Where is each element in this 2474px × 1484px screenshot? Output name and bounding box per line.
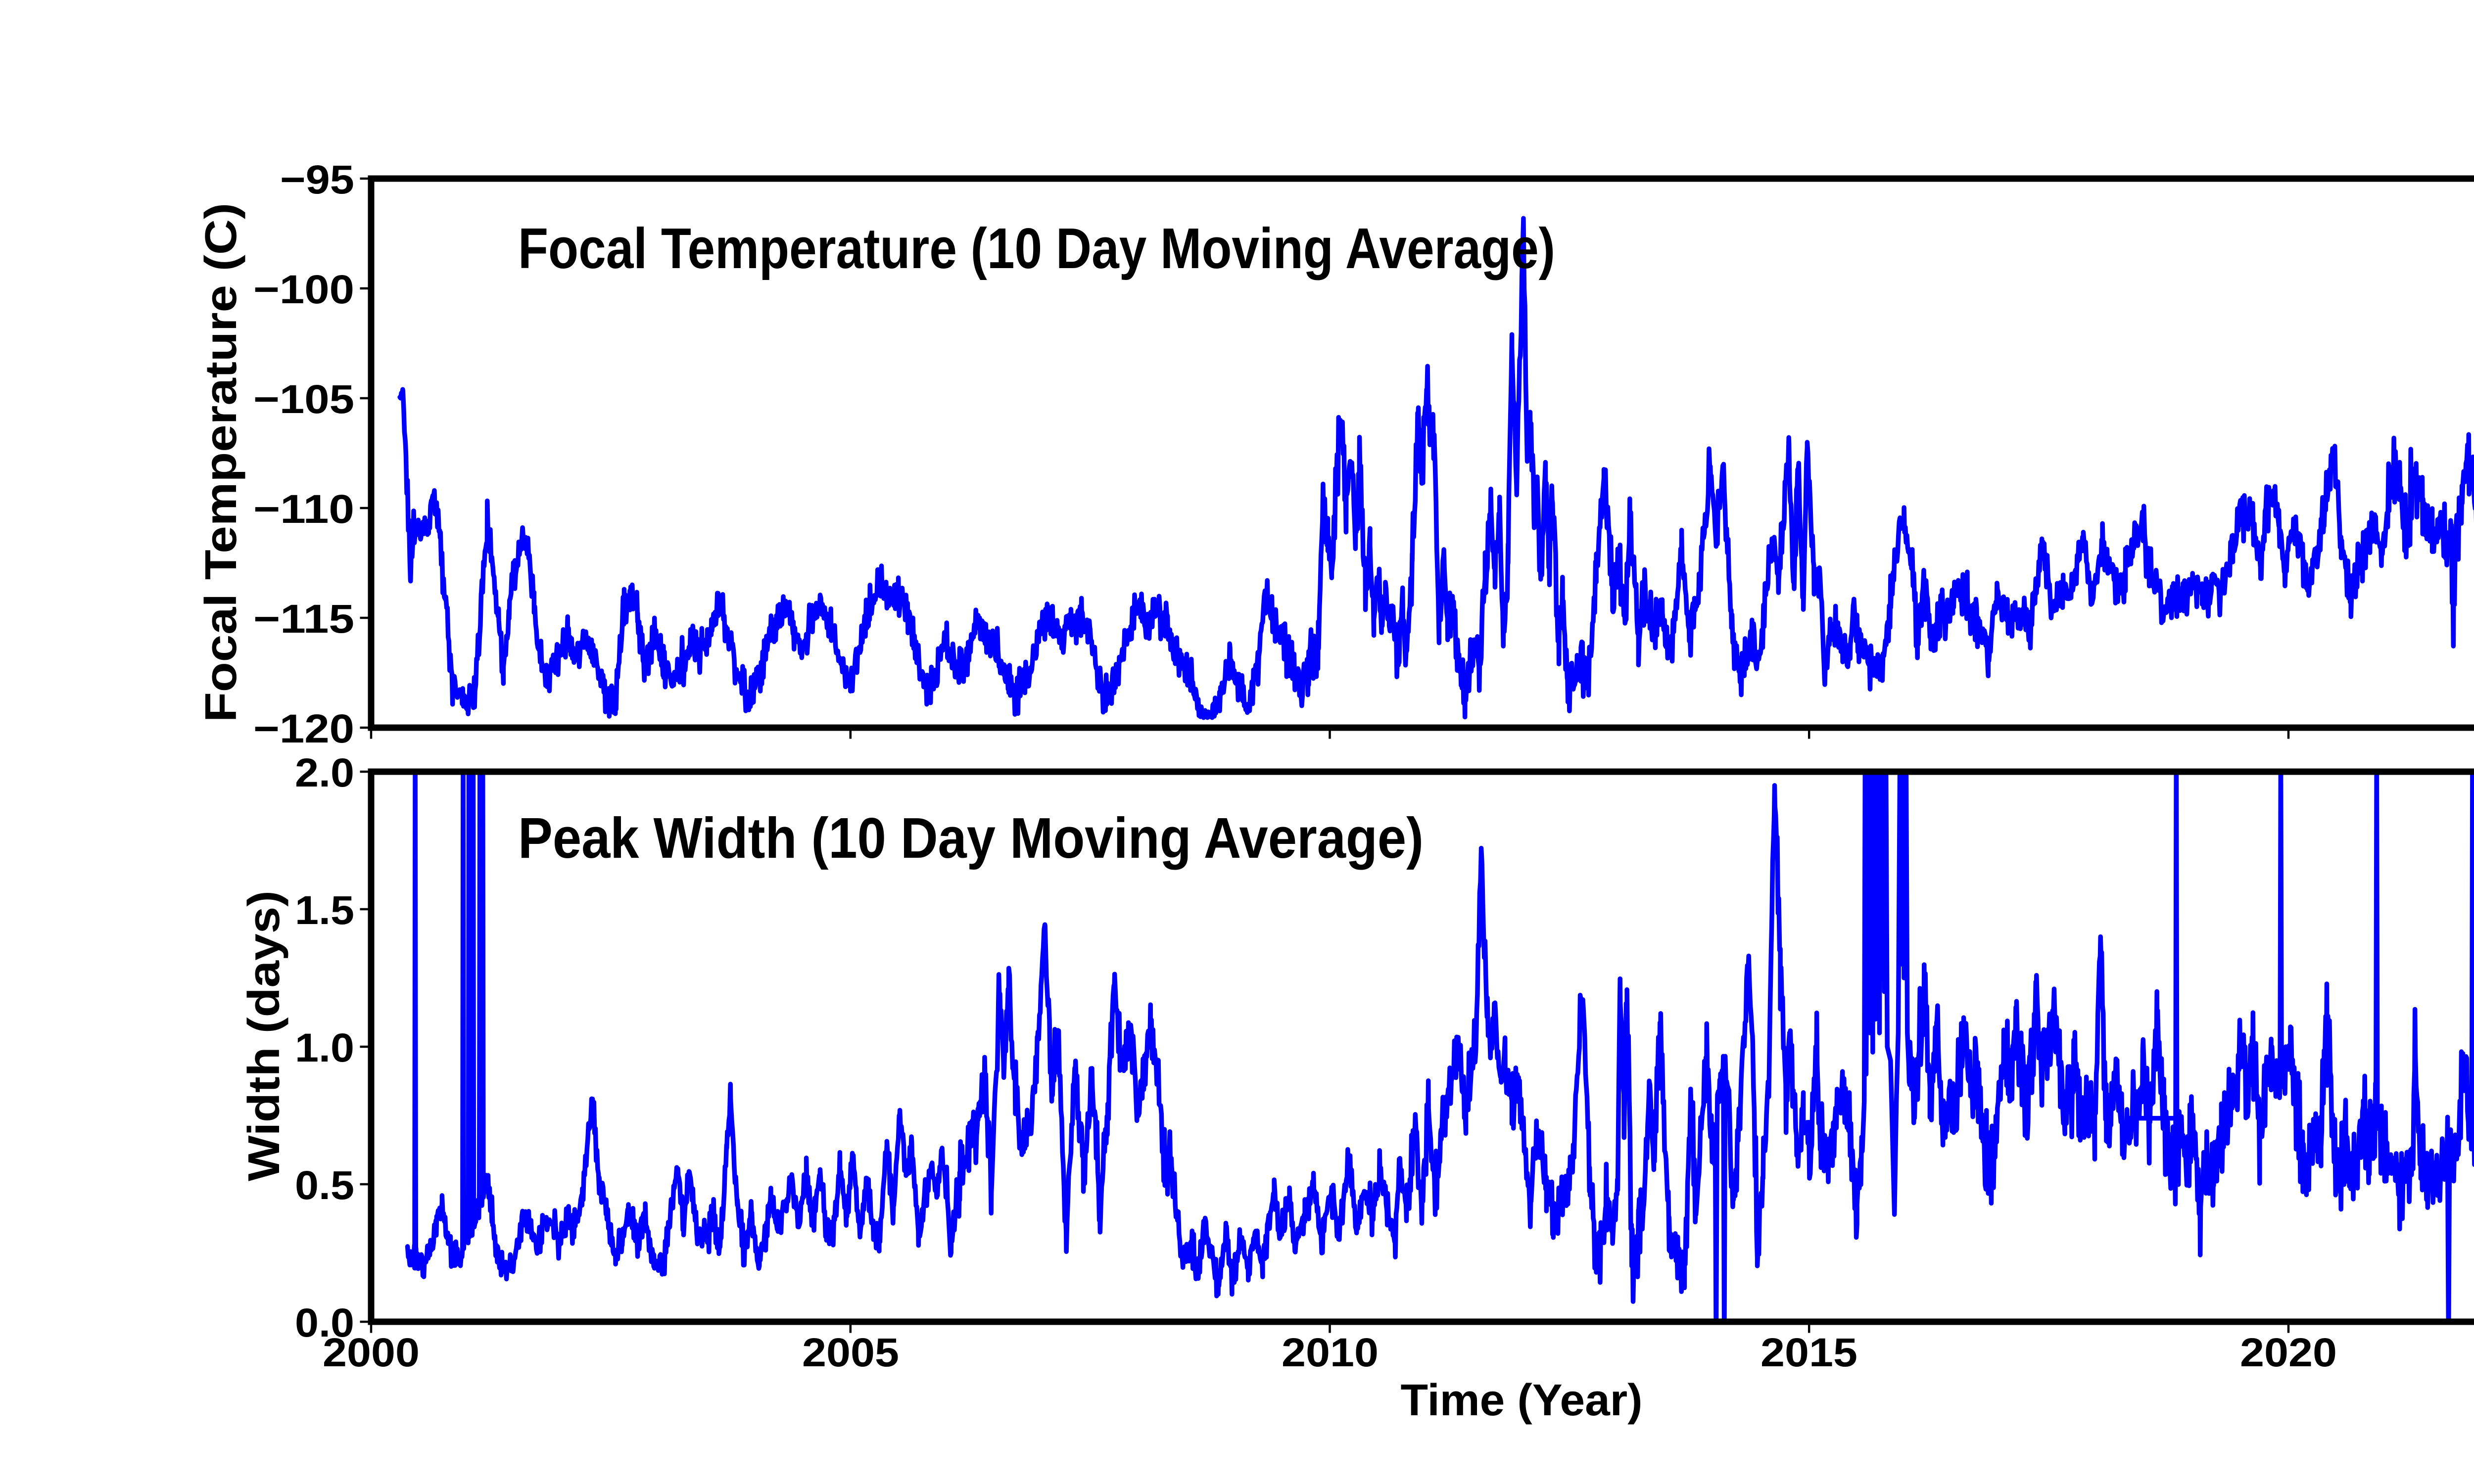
svg-text:Peak Width (10 Day Moving Aver: Peak Width (10 Day Moving Average) (518, 806, 1424, 870)
svg-text:1.5: 1.5 (295, 888, 354, 933)
svg-text:−115: −115 (253, 597, 354, 642)
svg-text:2.0: 2.0 (295, 750, 354, 795)
svg-text:2015: 2015 (1760, 1330, 1857, 1375)
svg-text:2005: 2005 (802, 1330, 899, 1375)
svg-text:Time (Year): Time (Year) (1401, 1376, 1643, 1425)
svg-text:2000: 2000 (323, 1330, 420, 1375)
svg-text:Width (days): Width (days) (239, 890, 289, 1181)
svg-text:1.0: 1.0 (295, 1025, 354, 1070)
svg-text:−120: −120 (253, 706, 354, 751)
svg-text:0.5: 0.5 (295, 1163, 354, 1208)
svg-text:−100: −100 (253, 267, 354, 312)
svg-text:−110: −110 (253, 487, 354, 532)
svg-text:Focal Temperature (10 Day Movi: Focal Temperature (10 Day Moving Average… (518, 216, 1555, 280)
svg-text:2010: 2010 (1282, 1330, 1379, 1375)
svg-text:0.0: 0.0 (295, 1300, 354, 1345)
svg-text:2020: 2020 (2240, 1330, 2337, 1375)
svg-text:−95: −95 (280, 157, 354, 202)
svg-text:Focal Temperature (C): Focal Temperature (C) (196, 203, 246, 722)
svg-text:−105: −105 (253, 377, 354, 422)
